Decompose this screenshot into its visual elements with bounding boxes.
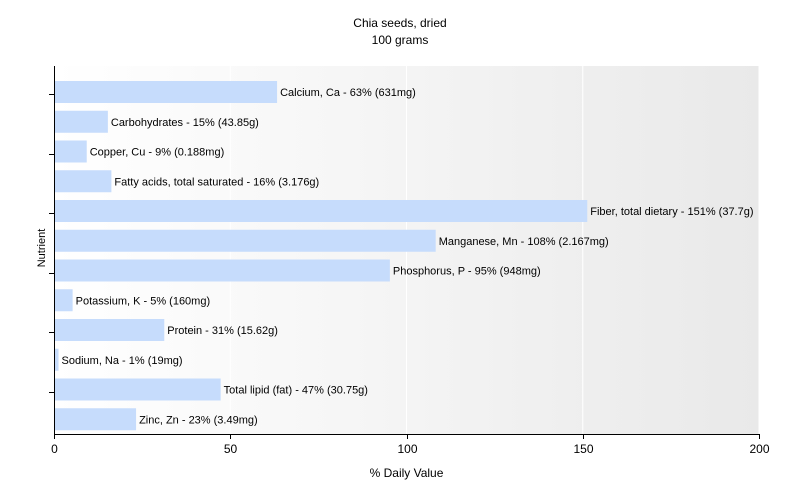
x-axis-label: % Daily Value [369, 466, 444, 480]
bar-label: Fiber, total dietary - 151% (37.7g) [590, 206, 753, 218]
bar [55, 348, 59, 371]
bar [55, 170, 112, 193]
x-tick-label: 0 [51, 442, 58, 456]
y-axis-label: Nutrient [36, 228, 48, 268]
x-tick-label: 100 [397, 442, 417, 456]
bar [55, 289, 73, 312]
chart-title: Chia seeds, dried [353, 16, 447, 30]
bar [55, 319, 165, 341]
bar [55, 408, 137, 431]
bar-label: Manganese, Mn - 108% (2.167mg) [439, 236, 609, 248]
bar [55, 200, 588, 222]
bar-label: Fatty acids, total saturated - 16% (3.17… [114, 176, 319, 188]
bar-label: Total lipid (fat) - 47% (30.75g) [224, 385, 368, 397]
x-tick-label: 50 [224, 442, 238, 456]
bar-label: Sodium, Na - 1% (19mg) [62, 355, 183, 367]
bar [55, 81, 278, 103]
x-tick-label: 200 [749, 442, 769, 456]
bar-label: Protein - 31% (15.62g) [167, 325, 278, 337]
bar [55, 229, 436, 252]
bar-label: Phosphorus, P - 95% (948mg) [393, 266, 541, 278]
bar [55, 110, 108, 133]
bar [55, 259, 390, 282]
bar [55, 378, 221, 401]
x-tick-label: 150 [573, 442, 593, 456]
bar [55, 140, 87, 163]
bar-label: Potassium, K - 5% (160mg) [76, 295, 211, 307]
bar-label: Zinc, Zn - 23% (3.49mg) [139, 414, 258, 426]
bar-label: Carbohydrates - 15% (43.85g) [111, 117, 259, 129]
bar-label: Calcium, Ca - 63% (631mg) [280, 87, 416, 99]
chart-subtitle: 100 grams [371, 33, 429, 47]
bar-label: Copper, Cu - 9% (0.188mg) [90, 147, 225, 159]
